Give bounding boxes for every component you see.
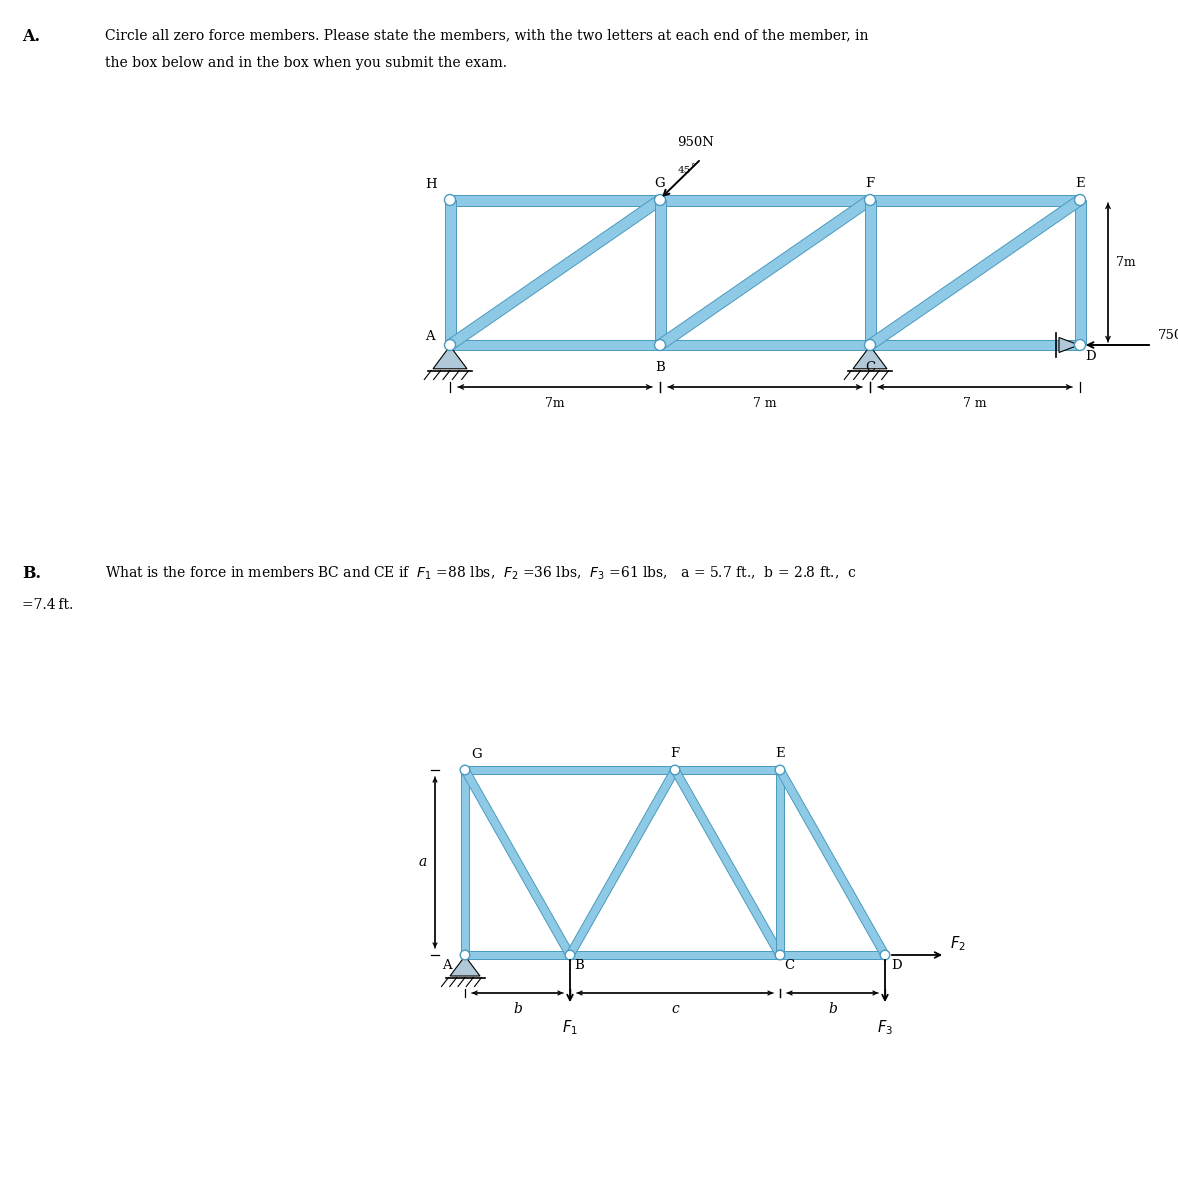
- Polygon shape: [780, 950, 885, 959]
- Polygon shape: [461, 770, 469, 955]
- Text: a: a: [418, 856, 426, 870]
- Text: B: B: [655, 361, 664, 374]
- Text: 45: 45: [679, 166, 691, 175]
- Text: 7 m: 7 m: [964, 397, 987, 410]
- Text: b: b: [514, 1002, 522, 1016]
- Text: $F_1$: $F_1$: [562, 1018, 578, 1037]
- Polygon shape: [671, 768, 783, 958]
- Circle shape: [865, 194, 875, 205]
- Polygon shape: [446, 196, 663, 349]
- Circle shape: [775, 766, 785, 775]
- Polygon shape: [675, 766, 780, 774]
- Polygon shape: [865, 200, 875, 344]
- Circle shape: [655, 194, 666, 205]
- Text: What is the force in members BC and CE if  $F_1$ =88 lbs,  $F_2$ =36 lbs,  $F_3$: What is the force in members BC and CE i…: [105, 565, 856, 582]
- Text: G: G: [655, 176, 666, 190]
- Polygon shape: [567, 768, 679, 958]
- Circle shape: [565, 950, 575, 960]
- Text: A: A: [443, 959, 452, 972]
- Polygon shape: [853, 346, 887, 368]
- Polygon shape: [570, 950, 780, 959]
- Polygon shape: [465, 950, 570, 959]
- Circle shape: [655, 340, 666, 350]
- Polygon shape: [1059, 337, 1079, 353]
- Text: D: D: [891, 959, 901, 972]
- Polygon shape: [660, 340, 871, 350]
- Polygon shape: [657, 196, 873, 349]
- Circle shape: [1074, 340, 1085, 350]
- Polygon shape: [655, 200, 666, 344]
- Text: =7.4 ft.: =7.4 ft.: [22, 598, 73, 612]
- Text: H: H: [425, 178, 437, 191]
- Polygon shape: [871, 340, 1080, 350]
- Text: 7m: 7m: [545, 397, 564, 410]
- Polygon shape: [465, 766, 675, 774]
- Polygon shape: [450, 956, 479, 976]
- Text: 7m: 7m: [1116, 256, 1136, 269]
- Text: °: °: [690, 163, 695, 172]
- Polygon shape: [776, 768, 888, 958]
- Circle shape: [461, 766, 470, 775]
- Text: $F_2$: $F_2$: [949, 935, 966, 953]
- Text: C: C: [785, 959, 794, 972]
- Text: E: E: [775, 746, 785, 760]
- Polygon shape: [1074, 200, 1085, 344]
- Circle shape: [865, 340, 875, 350]
- Polygon shape: [660, 194, 871, 205]
- Polygon shape: [871, 194, 1080, 205]
- Text: B.: B.: [22, 565, 41, 582]
- Text: A: A: [425, 330, 435, 343]
- Text: F: F: [866, 176, 874, 190]
- Circle shape: [1074, 194, 1085, 205]
- Text: b: b: [828, 1002, 836, 1016]
- Polygon shape: [444, 200, 456, 344]
- Text: 750N: 750N: [1158, 329, 1178, 342]
- Text: G: G: [471, 748, 482, 761]
- Text: Circle all zero force members. Please state the members, with the two letters at: Circle all zero force members. Please st…: [105, 28, 868, 42]
- Circle shape: [670, 766, 680, 775]
- Circle shape: [775, 950, 785, 960]
- Text: the box below and in the box when you submit the exam.: the box below and in the box when you su…: [105, 56, 507, 70]
- Text: D: D: [1085, 350, 1096, 362]
- Text: 950N: 950N: [677, 136, 714, 149]
- Polygon shape: [450, 340, 660, 350]
- Circle shape: [880, 950, 889, 960]
- Polygon shape: [450, 194, 660, 205]
- Polygon shape: [867, 196, 1083, 349]
- Text: E: E: [1076, 176, 1085, 190]
- Circle shape: [444, 340, 456, 350]
- Text: C: C: [865, 361, 875, 374]
- Text: 7 m: 7 m: [753, 397, 776, 410]
- Text: B: B: [574, 959, 584, 972]
- Polygon shape: [462, 768, 574, 958]
- Polygon shape: [434, 346, 466, 368]
- Circle shape: [444, 194, 456, 205]
- Polygon shape: [776, 770, 785, 955]
- Text: F: F: [670, 746, 680, 760]
- Text: A.: A.: [22, 28, 40, 44]
- Text: c: c: [671, 1002, 679, 1016]
- Circle shape: [461, 950, 470, 960]
- Text: $F_3$: $F_3$: [876, 1018, 893, 1037]
